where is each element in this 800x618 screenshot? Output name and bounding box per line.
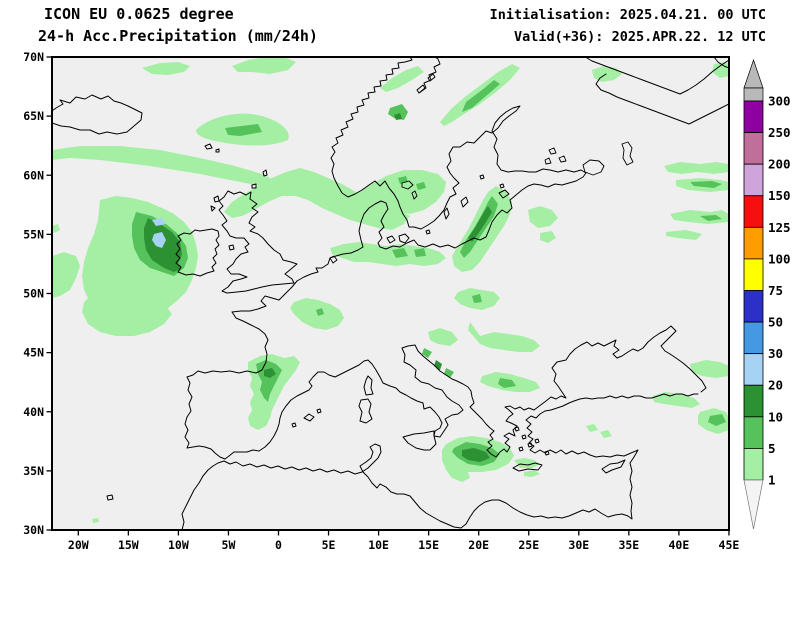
- lon-label: 10E: [368, 538, 389, 552]
- colorbar-segment: [744, 227, 763, 259]
- colorbar-level-label: 125: [768, 220, 791, 235]
- valid-time-label: Valid(+36): 2025.APR.22. 12 UTC: [514, 29, 766, 45]
- weather-map-page: ICON EU 0.0625 degree 24-h Acc.Precipita…: [0, 0, 800, 618]
- lat-label: 50N: [23, 287, 44, 301]
- colorbar-level-label: 20: [768, 378, 783, 393]
- colorbar-segment: [744, 354, 763, 386]
- colorbar-level-label: 150: [768, 188, 791, 203]
- model-title: ICON EU 0.0625 degree: [44, 5, 234, 23]
- colorbar-level-label: 200: [768, 157, 791, 172]
- lon-label: 45E: [719, 538, 740, 552]
- colorbar-segment: [744, 290, 763, 322]
- lon-label: 10W: [168, 538, 189, 552]
- colorbar-segment: [744, 133, 763, 165]
- lat-label: 45N: [23, 346, 44, 360]
- lon-label: 20W: [68, 538, 89, 552]
- lon-label: 5E: [322, 538, 336, 552]
- colorbar-level-label: 100: [768, 251, 791, 266]
- colorbar-segment: [744, 448, 763, 480]
- lon-label: 15W: [118, 538, 139, 552]
- lat-label: 65N: [23, 109, 44, 123]
- colorbar-segment: [744, 322, 763, 354]
- colorbar-level-label: 250: [768, 125, 791, 140]
- lon-label: 30E: [568, 538, 589, 552]
- colorbar: 300 250 200 150 125 100 75 50 30 20 10 5 1: [744, 60, 791, 529]
- colorbar-level-label: 30: [768, 346, 783, 361]
- lat-label: 30N: [23, 523, 44, 537]
- colorbar-overflow-arrow: [744, 60, 763, 88]
- lon-label: 35E: [618, 538, 639, 552]
- lon-label: 5W: [222, 538, 236, 552]
- map-canvas: ICON EU 0.0625 degree 24-h Acc.Precipita…: [0, 0, 800, 618]
- colorbar-overflow-segment: [744, 88, 763, 101]
- colorbar-level-label: 300: [768, 94, 791, 109]
- colorbar-level-label: 1: [768, 472, 776, 487]
- lat-label: 40N: [23, 405, 44, 419]
- lon-label: 15E: [418, 538, 439, 552]
- colorbar-level-label: 5: [768, 441, 776, 456]
- colorbar-segment: [744, 417, 763, 449]
- field-title: 24-h Acc.Precipitation (mm/24h): [38, 27, 318, 45]
- lon-label: 0: [275, 538, 282, 552]
- colorbar-level-label: 75: [768, 283, 783, 298]
- lon-label: 40E: [669, 538, 690, 552]
- colorbar-segment: [744, 164, 763, 196]
- init-time-label: Initialisation: 2025.04.21. 00 UTC: [490, 7, 766, 23]
- colorbar-segment: [744, 259, 763, 291]
- lon-label: 25E: [518, 538, 539, 552]
- lat-label: 35N: [23, 464, 44, 478]
- colorbar-segment: [744, 196, 763, 228]
- colorbar-level-label: 50: [768, 315, 783, 330]
- lat-label: 70N: [23, 50, 44, 64]
- colorbar-level-label: 10: [768, 409, 783, 424]
- lon-label: 20E: [468, 538, 489, 552]
- colorbar-segment: [744, 385, 763, 417]
- colorbar-segment: [744, 101, 763, 133]
- lat-label: 55N: [23, 227, 44, 241]
- lat-label: 60N: [23, 168, 44, 182]
- colorbar-underflow-arrow: [744, 480, 763, 529]
